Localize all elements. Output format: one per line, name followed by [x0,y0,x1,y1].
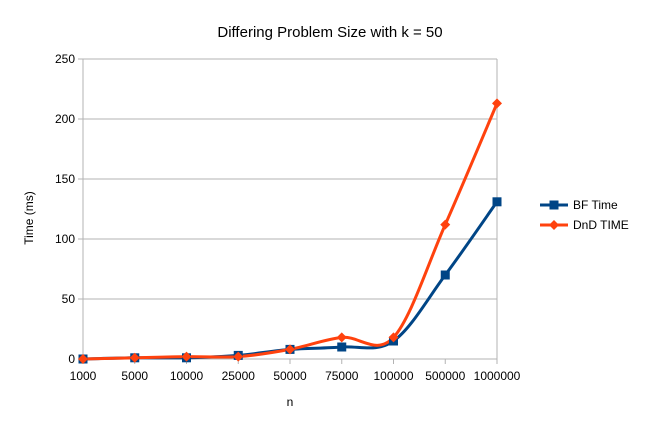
data-point-bf-time [337,342,347,352]
y-tick-label: 100 [55,232,75,246]
data-point-bf-time [440,270,450,280]
series-markers [78,98,502,364]
y-tick-labels: 0 50 100 150 200 250 [55,52,75,366]
x-tick-label: 100000 [373,369,413,383]
series-line-bf-time [81,200,499,361]
data-point-bf-time [492,197,502,207]
chart-title: Differing Problem Size with k = 50 [217,24,442,41]
y-tick-label: 150 [55,172,75,186]
data-point-dnd-time [440,219,451,230]
axes [78,58,498,364]
x-tick-label: 50000 [273,369,307,383]
data-point-dnd-time [181,351,192,362]
legend-swatch-marker [549,220,559,230]
data-point-dnd-time [233,351,244,362]
legend-label: DnD TIME [573,218,629,232]
x-axis-label: n [287,395,294,409]
y-axis-label: Time (ms) [22,191,36,245]
y-tick-label: 0 [68,352,75,366]
data-point-dnd-time [129,352,140,363]
x-tick-label: 25000 [222,369,256,383]
series-lines [81,101,499,361]
data-point-dnd-time [492,98,502,109]
x-tick-labels: 1000 5000 10000 25000 50000 75000 100000 500000… [70,369,521,383]
legend-label: BF Time [573,198,618,212]
y-tick-label: 50 [62,292,76,306]
series-line-dnd-time [81,101,499,361]
x-tick-label: 1000000 [474,369,521,383]
x-tick-label: 1000 [70,369,97,383]
data-point-dnd-time [336,332,347,343]
legend: BF Time DnD TIME [540,198,629,232]
x-tick-label: 75000 [325,369,359,383]
data-point-dnd-time [78,354,88,364]
y-tick-label: 200 [55,112,75,126]
data-point-dnd-time [285,344,295,355]
grid-lines [83,58,497,360]
y-tick-label: 250 [55,52,75,66]
x-tick-label: 500000 [425,369,465,383]
data-point-dnd-time [388,332,399,343]
legend-swatch-marker [549,200,559,210]
x-tick-label: 10000 [170,369,204,383]
x-tick-label: 5000 [121,369,148,383]
